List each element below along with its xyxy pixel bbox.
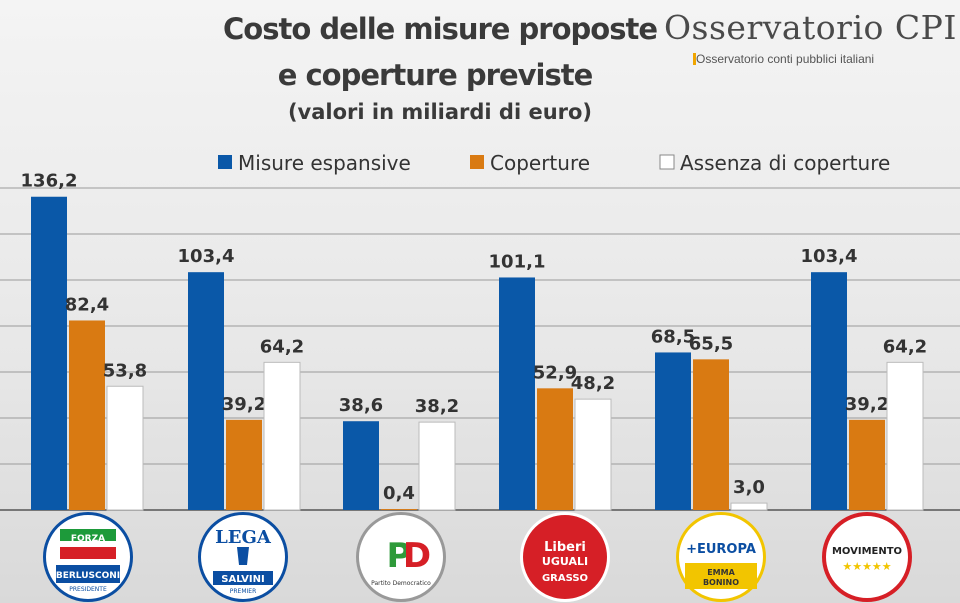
logo-m5s: MOVIMENTO ★★★★★ [822,512,912,602]
logo-forza-italia: FORZA BERLUSCONI PRESIDENTE [43,512,133,602]
brand-tagline: Osservatorio conti pubblici italiani [696,52,875,66]
chart-title: Costo delle misure proposte e coperture … [180,6,700,98]
bar [381,509,417,510]
bar [499,277,535,510]
data-label: 38,6 [339,395,383,416]
data-label: 39,2 [845,394,889,415]
bar [69,320,105,510]
svg-text:Partito Democratico: Partito Democratico [371,580,431,587]
bar [343,421,379,510]
chart-title-line2: e coperture previste [277,58,594,92]
bar [655,352,691,510]
data-label: 64,2 [883,336,927,357]
bar [886,361,924,511]
svg-text:★★★★★: ★★★★★ [842,560,891,573]
bar [31,196,67,511]
data-label: 82,4 [65,294,109,315]
svg-text:D: D [403,536,431,576]
svg-text:+EUROPA: +EUROPA [686,542,756,557]
bar [537,388,573,510]
data-label: 52,9 [533,362,577,383]
data-label: 38,2 [415,396,459,417]
lega-logo-icon: LEGA SALVINI PREMIER [213,527,273,595]
legend-item: Coperture [470,151,590,175]
data-label: 39,2 [222,394,266,415]
bar [811,272,847,510]
bar [849,419,885,510]
svg-text:SALVINI: SALVINI [221,574,265,585]
svg-text:UGUALI: UGUALI [542,555,588,568]
svg-text:BONINO: BONINO [703,578,739,587]
legend-item: Assenza di coperture [659,151,890,175]
legend-swatch [470,155,484,169]
svg-text:PREMIER: PREMIER [230,588,256,595]
leu-logo-icon: Liberi UGUALI GRASSO [542,540,588,584]
bar [730,502,768,511]
logo-leu: Liberi UGUALI GRASSO [520,512,610,602]
data-label: 3,0 [733,477,765,498]
data-label: 136,2 [21,171,78,192]
data-label: 64,2 [260,336,304,357]
bar [418,421,456,511]
data-label: 65,5 [689,333,733,354]
data-label: 103,4 [801,246,858,267]
legend-label: Assenza di coperture [680,151,890,175]
data-label: 103,4 [178,246,235,267]
bar [106,385,144,511]
legend-label: Coperture [490,151,590,175]
svg-text:LEGA: LEGA [215,527,272,548]
logo-lega: LEGA SALVINI PREMIER [198,512,288,602]
svg-text:BERLUSCONI: BERLUSCONI [56,571,120,581]
svg-text:EMMA: EMMA [707,568,735,577]
svg-text:MOVIMENTO: MOVIMENTO [832,546,902,557]
logo-piu-europa: +EUROPA EMMA BONINO [676,512,766,602]
bar [188,272,224,510]
bar [263,361,301,511]
svg-text:Liberi: Liberi [544,540,586,555]
bar [574,398,612,511]
legend-label: Misure espansive [238,151,411,175]
chart-title-line1: Costo delle misure proposte [222,12,658,46]
data-label: 53,8 [103,360,147,381]
piu-europa-logo-icon: +EUROPA EMMA BONINO [685,542,757,589]
bar [693,359,729,510]
data-label: 101,1 [489,251,546,272]
logo-pd: P D Partito Democratico [356,512,446,602]
pd-logo-icon: P D Partito Democratico [371,536,431,587]
svg-text:P: P [387,536,412,576]
brand-logo-text: Osservatorio CPI [664,8,957,47]
data-label: 68,5 [651,326,695,347]
legend-swatch [659,154,675,170]
svg-text:GRASSO: GRASSO [542,573,588,584]
bar [226,419,262,510]
data-label: 0,4 [383,483,415,504]
chart-subtitle: (valori in miliardi di euro) [287,100,593,124]
legend-item: Misure espansive [218,151,411,175]
forza-italia-logo-icon: FORZA BERLUSCONI PRESIDENTE [56,529,120,593]
brand-accent-bar [693,53,696,65]
svg-text:FORZA: FORZA [71,534,105,544]
svg-text:PRESIDENTE: PRESIDENTE [69,586,107,593]
data-label: 48,2 [571,373,615,394]
m5s-logo-icon: MOVIMENTO ★★★★★ [832,546,902,573]
legend-swatch [218,155,232,169]
